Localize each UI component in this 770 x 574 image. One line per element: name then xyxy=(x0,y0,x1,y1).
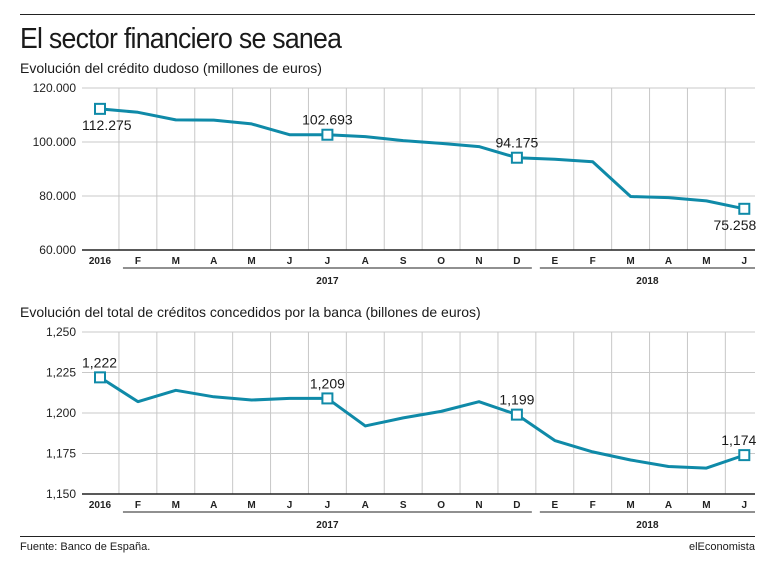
year-label: 2017 xyxy=(316,520,339,531)
x-tick-label: M xyxy=(247,256,255,267)
y-tick-label: 1,250 xyxy=(46,325,76,339)
data-marker xyxy=(321,392,334,405)
x-tick-label: J xyxy=(287,500,293,511)
data-label: 75.258 xyxy=(713,217,756,233)
data-label: 1,209 xyxy=(310,375,345,391)
chart-credito-dudoso: 120.000 100.000 80.000 60.000 2016 F M A M J J A S O N… xyxy=(33,81,757,287)
x-tick-label: M xyxy=(247,500,255,511)
data-marker xyxy=(510,151,523,164)
x-tick-label: A xyxy=(665,256,672,267)
chart-2-subtitle: Evolución del total de créditos concedid… xyxy=(20,304,481,320)
x-tick-label: A xyxy=(362,500,369,511)
footer-rule xyxy=(20,536,755,537)
x-tick-label: M xyxy=(702,256,710,267)
x-tick-label: E xyxy=(551,500,558,511)
y-tick-label: 60.000 xyxy=(39,243,76,257)
y-tick-label: 120.000 xyxy=(33,81,77,95)
x-tick-label: S xyxy=(400,500,407,511)
chart-1-subtitle: Evolución del crédito dudoso (millones d… xyxy=(20,60,322,76)
x-tick-label: E xyxy=(551,256,558,267)
y-tick-label: 1,175 xyxy=(46,447,76,461)
y-tick-label: 100.000 xyxy=(33,135,77,149)
brand-logo-text: elEconomista xyxy=(688,541,755,553)
x-tick-label: J xyxy=(325,500,331,511)
series-line xyxy=(99,107,745,211)
x-tick-label: A xyxy=(210,500,217,511)
data-marker xyxy=(510,408,523,421)
x-tick-label: N xyxy=(475,256,482,267)
data-label: 1,222 xyxy=(82,354,117,370)
x-tick-label: M xyxy=(626,256,634,267)
x-tick-label: M xyxy=(172,500,180,511)
x-tick-label: O xyxy=(437,256,445,267)
x-tick-label: M xyxy=(172,256,180,267)
x-tick-label: J xyxy=(287,256,293,267)
x-tick-label: F xyxy=(590,256,596,267)
x-tick-label: S xyxy=(400,256,407,267)
data-label: 1,174 xyxy=(721,432,756,448)
y-tick-label: 1,150 xyxy=(46,487,76,501)
x-tick-label: F xyxy=(590,500,596,511)
x-tick-label: D xyxy=(513,256,520,267)
x-tick-label: D xyxy=(513,500,520,511)
data-marker xyxy=(94,371,106,384)
y-tick-label: 1,225 xyxy=(46,366,76,380)
x-tick-label: J xyxy=(742,256,748,267)
source-note: Fuente: Banco de España. xyxy=(20,541,151,553)
year-label: 2018 xyxy=(636,520,659,531)
x-tick-label: F xyxy=(135,256,141,267)
series-line xyxy=(99,376,745,470)
x-tick-label: M xyxy=(626,500,634,511)
x-tick-label: J xyxy=(742,500,748,511)
x-tick-label: A xyxy=(210,256,217,267)
x-tick-label: N xyxy=(475,500,482,511)
data-label: 112.275 xyxy=(82,117,132,133)
page-title: El sector financiero se sanea xyxy=(20,23,342,55)
data-marker xyxy=(321,128,334,141)
x-tick-label: J xyxy=(325,256,331,267)
chart-creditos-concedidos: 1,250 1,225 1,200 1,175 1,150 2016 F M A M J J A S O N D… xyxy=(46,325,757,531)
x-tick-label: A xyxy=(665,500,672,511)
x-tick-label: O xyxy=(437,500,445,511)
x-tick-label: A xyxy=(362,256,369,267)
year-label: 2017 xyxy=(316,276,339,287)
title-rule xyxy=(20,14,755,15)
data-label: 1,199 xyxy=(499,392,534,408)
y-tick-label: 1,200 xyxy=(46,406,76,420)
year-label: 2018 xyxy=(636,276,659,287)
data-label: 102.693 xyxy=(302,112,353,128)
data-marker xyxy=(738,449,751,462)
x-tick-label: 2016 xyxy=(89,256,112,267)
x-tick-label: M xyxy=(702,500,710,511)
y-tick-label: 80.000 xyxy=(39,189,76,203)
x-tick-label: F xyxy=(135,500,141,511)
data-label: 94.175 xyxy=(495,135,538,151)
data-marker xyxy=(94,102,106,115)
data-marker xyxy=(738,202,751,215)
x-tick-label: 2016 xyxy=(89,500,112,511)
